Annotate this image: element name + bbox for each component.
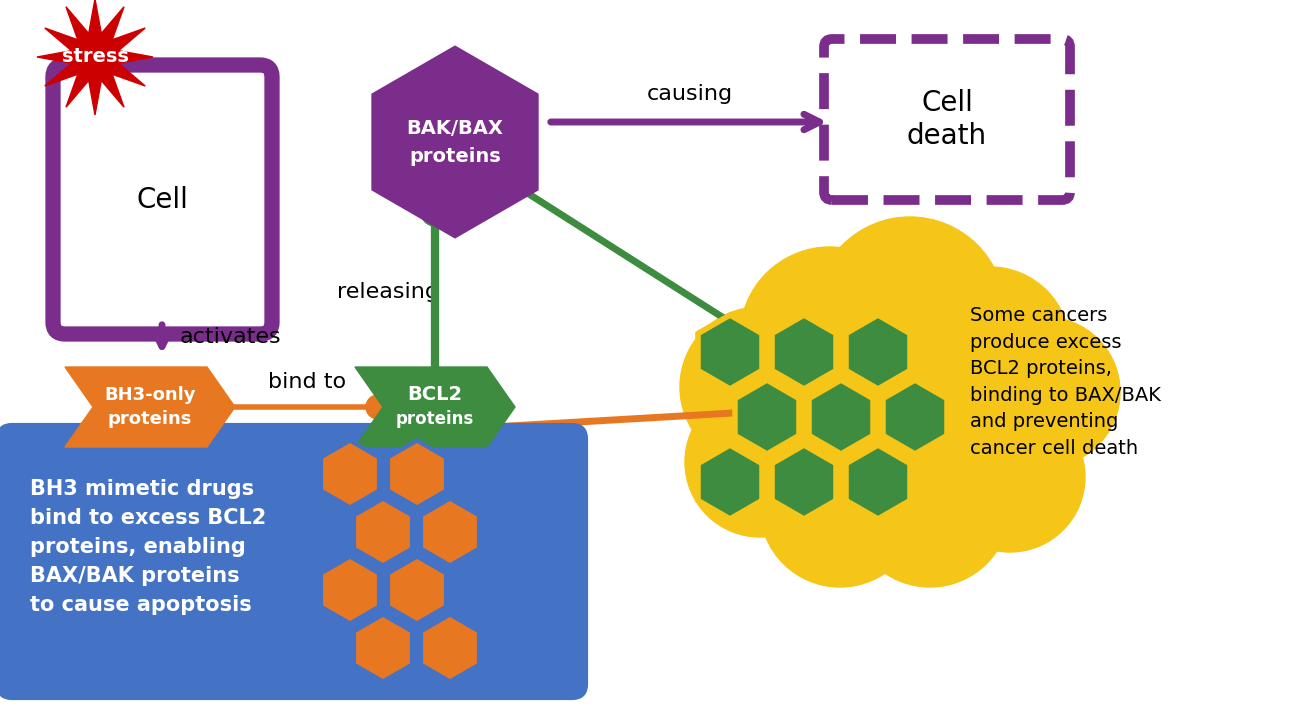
- Polygon shape: [846, 315, 910, 389]
- Polygon shape: [65, 367, 235, 447]
- Circle shape: [970, 317, 1120, 467]
- Circle shape: [785, 287, 996, 497]
- Text: bind to: bind to: [267, 372, 347, 392]
- Polygon shape: [421, 614, 479, 681]
- Text: BCL2: BCL2: [408, 385, 462, 404]
- Text: stress: stress: [61, 48, 129, 66]
- Text: proteins: proteins: [409, 147, 501, 165]
- Text: BH3 mimetic drugs
bind to excess BCL2
proteins, enabling
BAX/BAK proteins
to cau: BH3 mimetic drugs bind to excess BCL2 pr…: [30, 479, 266, 614]
- Circle shape: [745, 322, 935, 512]
- FancyBboxPatch shape: [0, 425, 585, 698]
- Circle shape: [815, 217, 1005, 407]
- Text: causing: causing: [646, 84, 733, 104]
- Circle shape: [850, 427, 1010, 587]
- Polygon shape: [883, 380, 948, 454]
- Text: BH3-only: BH3-only: [104, 386, 196, 404]
- Text: Some cancers
produce excess
BCL2 proteins,
binding to BAX/BAK
and preventing
can: Some cancers produce excess BCL2 protein…: [970, 306, 1160, 458]
- Circle shape: [496, 168, 524, 196]
- Polygon shape: [846, 445, 910, 519]
- FancyBboxPatch shape: [53, 65, 273, 334]
- Polygon shape: [354, 614, 411, 681]
- Text: activates: activates: [179, 327, 280, 347]
- FancyBboxPatch shape: [824, 39, 1070, 200]
- Text: Cell: Cell: [136, 186, 188, 214]
- Circle shape: [680, 307, 840, 467]
- Text: proteins: proteins: [396, 410, 474, 428]
- Text: releasing: releasing: [337, 282, 439, 302]
- Polygon shape: [321, 441, 379, 508]
- Text: BAK/BAX: BAK/BAX: [406, 118, 504, 137]
- Polygon shape: [809, 380, 874, 454]
- Polygon shape: [698, 445, 762, 519]
- Circle shape: [740, 247, 920, 427]
- Circle shape: [761, 427, 920, 587]
- Circle shape: [855, 322, 1045, 512]
- Polygon shape: [354, 367, 515, 447]
- Circle shape: [935, 402, 1085, 552]
- Polygon shape: [698, 315, 762, 389]
- Text: proteins: proteins: [108, 410, 192, 428]
- Polygon shape: [373, 47, 537, 237]
- Text: Cell
death: Cell death: [907, 89, 986, 150]
- Polygon shape: [38, 0, 153, 115]
- Polygon shape: [321, 557, 379, 624]
- Polygon shape: [388, 557, 447, 624]
- Polygon shape: [772, 315, 836, 389]
- Polygon shape: [772, 445, 836, 519]
- Circle shape: [421, 198, 449, 226]
- Circle shape: [739, 400, 762, 424]
- Polygon shape: [354, 498, 411, 565]
- Circle shape: [685, 387, 835, 537]
- Circle shape: [910, 267, 1070, 427]
- Polygon shape: [421, 498, 479, 565]
- Polygon shape: [735, 380, 800, 454]
- Polygon shape: [388, 441, 447, 508]
- Circle shape: [366, 395, 389, 419]
